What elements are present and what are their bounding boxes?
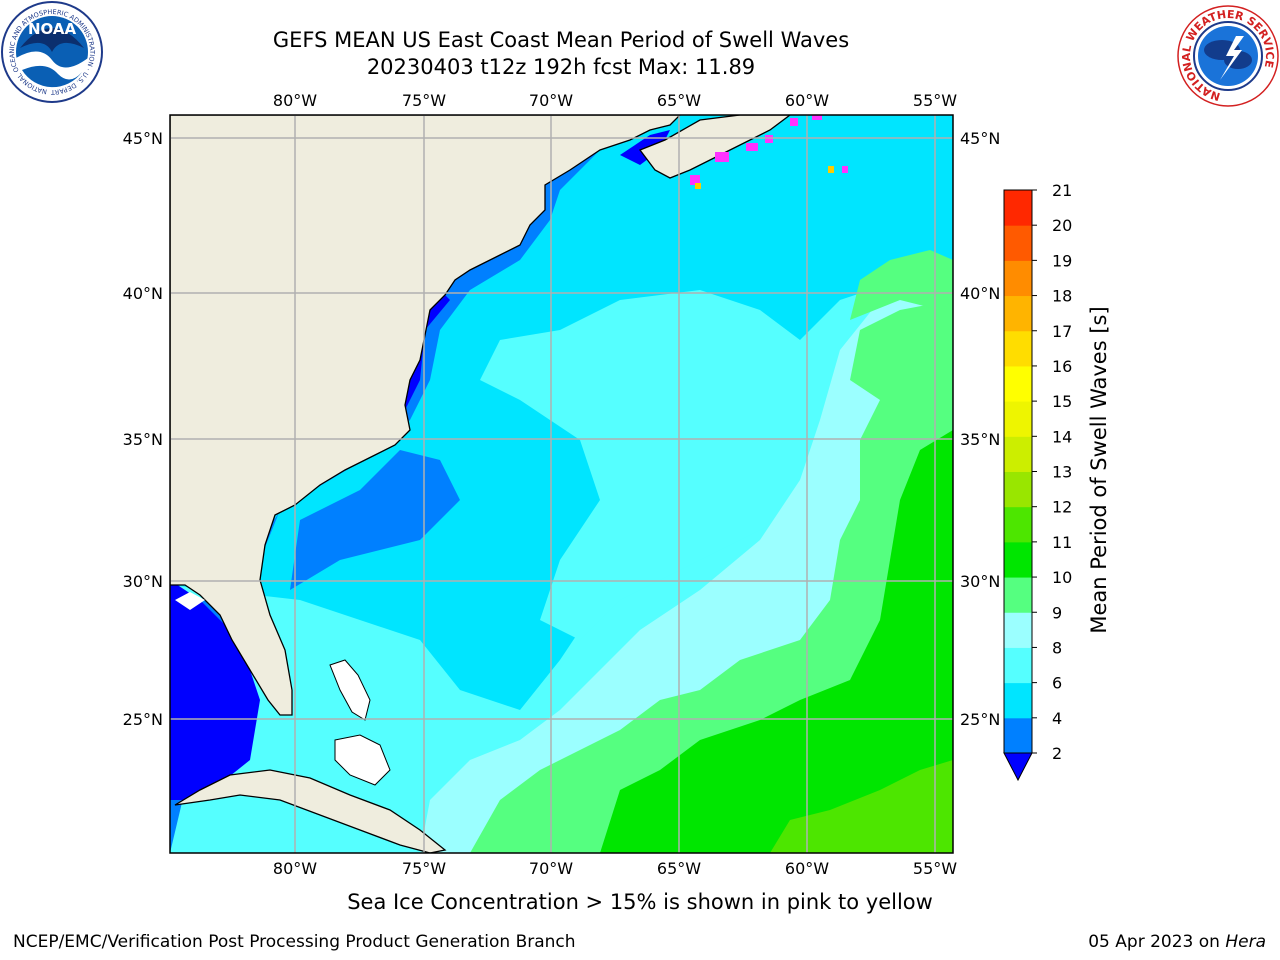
sea-ice-marker — [765, 135, 773, 143]
nws-logo: NATIONAL WEATHER SERVICE — [1177, 5, 1279, 107]
colorbar-tick-label: 17 — [1052, 322, 1072, 341]
colorbar-tick-label: 13 — [1052, 463, 1072, 482]
graticule — [170, 115, 953, 853]
colorbar-tick-label: 20 — [1052, 216, 1072, 235]
land-cuba — [174, 769, 447, 853]
colorbar-tick-label: 11 — [1052, 533, 1072, 552]
land-us-east-coast — [170, 115, 681, 716]
lat-tick-right: 35°N — [960, 430, 1000, 449]
map-frame — [169, 114, 954, 854]
lon-tick-top: 70°W — [529, 91, 573, 110]
lat-labels-left: 45°N 40°N 35°N 30°N 25°N — [123, 129, 163, 729]
swell-2-4s-shelf — [290, 450, 460, 590]
colorbar-tick-label: 15 — [1052, 392, 1072, 411]
colorbar-bin — [1004, 612, 1032, 648]
lat-tick-left: 40°N — [123, 284, 163, 303]
colorbar-bin — [1004, 225, 1032, 261]
colorbar-tick-label: 8 — [1052, 638, 1062, 657]
colorbar-under-extension — [1003, 752, 1033, 782]
colorbar-tick-label: 9 — [1052, 603, 1062, 622]
sea-ice-marker — [746, 143, 758, 151]
lat-tick-right: 30°N — [960, 572, 1000, 591]
colorbar-bin — [1004, 471, 1032, 508]
lat-tick-right: 45°N — [960, 129, 1000, 148]
colorbar-tick-label: 19 — [1052, 251, 1072, 270]
lon-tick-top: 65°W — [657, 91, 701, 110]
footer-producer: NCEP/EMC/Verification Post Processing Pr… — [13, 932, 576, 952]
footer-date-text: 05 Apr 2023 on — [1088, 932, 1226, 952]
noaa-logo: NOAA NATIONAL OCEANIC AND ATMOSPHERIC AD… — [0, 0, 103, 103]
colorbar-bin — [1004, 401, 1032, 437]
bahamas-bank-south — [334, 734, 391, 786]
colorbar-tick-label: 4 — [1052, 709, 1062, 728]
sea-ice-marker — [812, 115, 822, 120]
bahamas-bank-north — [329, 659, 371, 721]
colorbar-tick-label: 16 — [1052, 357, 1072, 376]
colorbar-bin — [1004, 577, 1032, 613]
colorbar-label: Mean Period of Swell Waves [s] — [1087, 306, 1111, 633]
colorbar-bin — [1004, 295, 1032, 332]
colorbar-tick-label: 12 — [1052, 498, 1072, 517]
colorbar-tick-label: 14 — [1052, 427, 1072, 446]
colorbar-bin — [1004, 330, 1032, 367]
lat-tick-left: 45°N — [123, 129, 163, 148]
lon-labels-bottom: 80°W 75°W 70°W 65°W 60°W 55°W — [273, 859, 957, 878]
colorbar-bin — [1004, 436, 1032, 472]
chart-subtitle-forecast: 20230403 t12z 192h fcst Max: 11.89 — [366, 55, 756, 79]
sea-ice-marker — [690, 175, 700, 185]
sea-ice-marker — [715, 152, 729, 162]
colorbar-tick-label: 2 — [1052, 744, 1062, 763]
lon-tick-bottom: 75°W — [402, 859, 446, 878]
lon-tick-bottom: 70°W — [529, 859, 573, 878]
lon-tick-bottom: 60°W — [785, 859, 829, 878]
swell-under2-gulf — [170, 580, 260, 800]
sea-ice-marker — [790, 118, 798, 126]
gulf-white-patch — [175, 592, 205, 610]
lon-tick-top: 60°W — [785, 91, 829, 110]
sea-ice-marker — [842, 166, 848, 173]
lat-tick-left: 30°N — [123, 572, 163, 591]
colorbar-bin — [1004, 682, 1032, 719]
footer-date: 05 Apr 2023 on Hera — [1088, 932, 1266, 952]
colorbar-bin — [1004, 506, 1032, 543]
swell-11-12s — [770, 760, 953, 853]
sea-ice-note: Sea Ice Concentration > 15% is shown in … — [347, 890, 933, 914]
noaa-logo-text: NOAA — [28, 20, 77, 38]
lon-tick-top: 75°W — [402, 91, 446, 110]
lat-tick-right: 40°N — [960, 284, 1000, 303]
swell-10-11s — [600, 430, 953, 853]
lon-tick-bottom: 65°W — [657, 859, 701, 878]
footer-host: Hera — [1225, 932, 1266, 952]
colorbar-tick-label: 18 — [1052, 287, 1072, 306]
lat-labels-right: 45°N 40°N 35°N 30°N 25°N — [960, 129, 1000, 729]
sea-ice-marker — [695, 183, 701, 189]
colorbar-bin — [1004, 190, 1032, 226]
chart-title: GEFS MEAN US East Coast Mean Period of S… — [272, 28, 850, 52]
lon-labels-top: 80°W 75°W 70°W 65°W 60°W 55°W — [273, 91, 957, 110]
swell-9-10s-north — [850, 250, 953, 320]
colorbar-bin — [1004, 717, 1032, 754]
colorbar-tick-label: 6 — [1052, 674, 1062, 693]
lat-tick-left: 35°N — [123, 430, 163, 449]
colorbar-bin — [1004, 541, 1032, 578]
lat-tick-right: 25°N — [960, 710, 1000, 729]
map-area — [170, 115, 953, 853]
colorbar-tick-label: 10 — [1052, 568, 1072, 587]
colorbar-bin — [1004, 260, 1032, 297]
colorbar-bin — [1004, 365, 1032, 402]
sea-ice-marker — [828, 166, 834, 173]
lon-tick-bottom: 55°W — [913, 859, 957, 878]
swell-6-8s-patch — [480, 270, 953, 640]
colorbar: 2 4 6 8 9 10 11 12 13 14 15 16 17 18 19 20 21 — [1003, 181, 1072, 782]
lon-tick-top: 55°W — [913, 91, 957, 110]
colorbar-tick-label: 21 — [1052, 181, 1072, 200]
lat-tick-left: 25°N — [123, 710, 163, 729]
lon-tick-bottom: 80°W — [273, 859, 317, 878]
colorbar-bin — [1004, 647, 1032, 684]
lon-tick-top: 80°W — [273, 91, 317, 110]
